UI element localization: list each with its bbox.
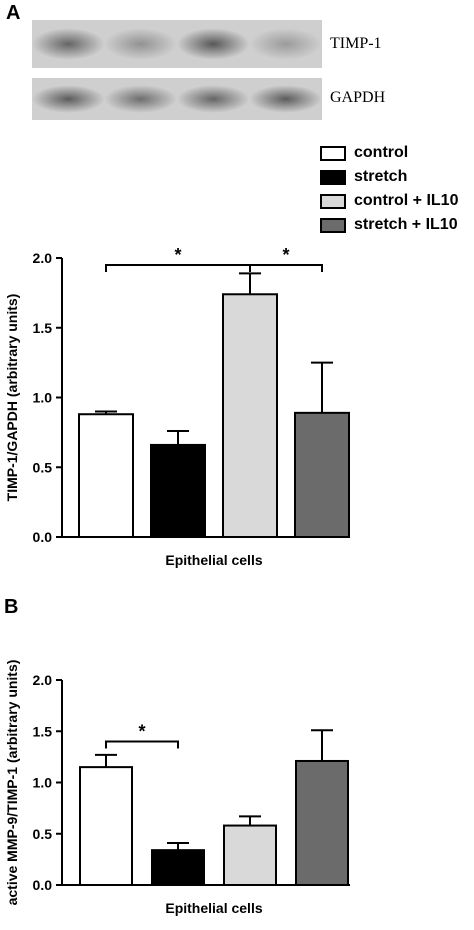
y-tick-label: 2.0 [33,250,53,266]
blot-band [104,28,177,60]
legend-item-control-il10: control + IL10 [320,190,458,212]
legend-item-control: control [320,142,458,164]
y-tick-label: 2.0 [33,672,53,688]
x-axis-label: Epithelial cells [165,900,262,916]
legend-label: stretch + IL10 [354,216,458,233]
bar [79,766,133,886]
blot-band [104,85,177,113]
bar [151,849,205,886]
blot-band [32,85,105,113]
blot-timp1 [32,20,322,68]
bar [78,413,134,539]
y-axis-label: TIMP-1/GAPDH (arbitrary units) [4,294,20,502]
y-tick-label: 1.0 [33,775,53,791]
blot-band [249,85,322,113]
significance-bracket [105,263,251,272]
legend-label: stretch [354,168,408,185]
significance-bracket [105,740,179,749]
x-axis-label: Epithelial cells [165,552,262,568]
y-axis-label: active MMP-9/TIMP-1 (arbitrary units) [4,660,20,906]
bar [222,293,278,538]
blot-label-timp1: TIMP-1 [330,35,382,52]
legend-swatch [320,169,346,185]
blot-gapdh [32,78,322,120]
y-tick-label: 0.0 [33,877,53,893]
significance-star: * [174,245,181,265]
bar [294,411,350,538]
significance-bracket [249,263,323,272]
significance-star: * [138,722,145,742]
legend-swatch [320,193,346,209]
panel-b-letter: B [4,596,19,618]
y-tick-label: 1.0 [33,390,53,406]
legend-swatch [320,145,346,161]
significance-star: * [282,245,289,265]
legend-label: control [354,144,409,161]
bar [150,443,206,538]
blot-band [177,28,250,60]
y-tick-label: 1.5 [33,320,53,336]
blot-band [177,85,250,113]
blot-band [249,28,322,60]
chart-legend: control stretch control + IL10 stretch +… [320,142,458,238]
legend-label: control + IL10 [354,192,459,209]
blot-label-gapdh: GAPDH [330,89,386,106]
chart-timp1-gapdh: 0.0 0.5 1.0 1.5 2.0 TIMP-1/GAPDH (arbitrary u… [4,245,350,568]
legend-item-stretch: stretch [320,166,458,188]
y-tick-label: 0.0 [33,529,53,545]
y-tick-label: 0.5 [33,459,53,475]
y-tick-label: 1.5 [33,723,53,739]
legend-item-stretch-il10: stretch + IL10 [320,214,458,236]
bar [223,824,277,887]
y-tick-label: 0.5 [33,826,53,842]
panel-a-letter: A [6,2,21,24]
legend-swatch [320,217,346,233]
bar [295,759,349,886]
chart-mmp9-timp1: 0.0 0.5 1.0 1.5 2.0 active MMP-9/TIMP-1 (arbi… [4,660,350,916]
blot-band [32,28,105,60]
